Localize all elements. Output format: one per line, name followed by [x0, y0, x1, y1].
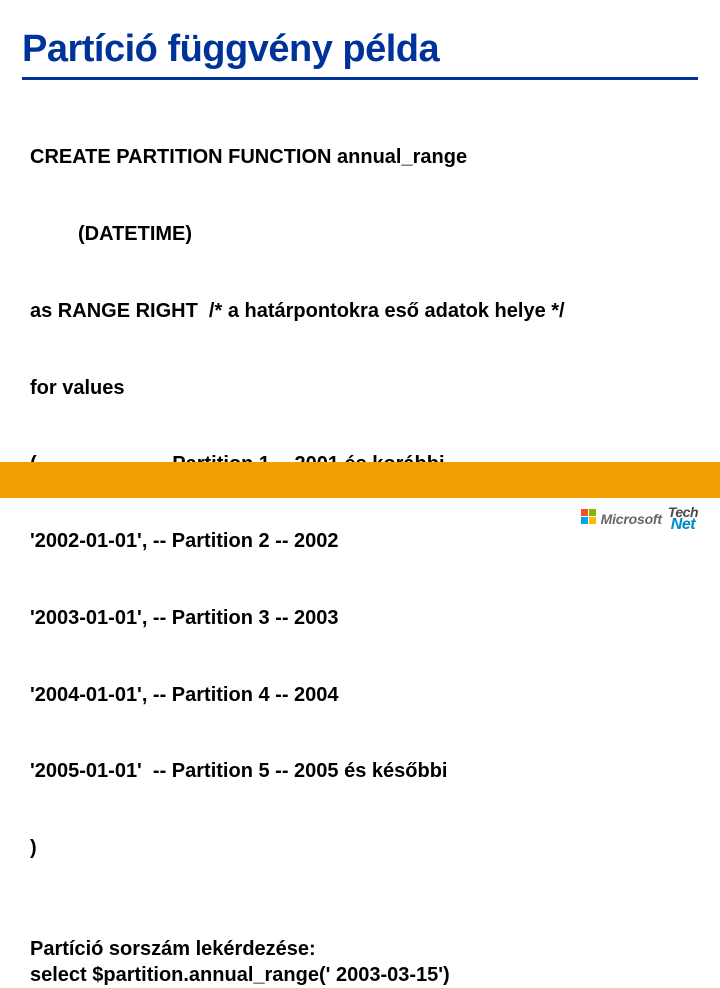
code-line: CREATE PARTITION FUNCTION annual_range [30, 145, 698, 171]
query-line: select $partition.annual_range(' 2003-03… [30, 963, 698, 988]
code-line: '2005-01-01' -- Partition 5 -- 2005 és k… [30, 759, 698, 785]
query-line: Partíció sorszám lekérdezése: [30, 937, 698, 963]
code-line: for values [30, 376, 698, 402]
footer-band [0, 462, 720, 498]
code-line: '2002-01-01', -- Partition 2 -- 2002 [30, 529, 698, 555]
technet-net: Net [671, 518, 695, 532]
code-line: '2003-01-01', -- Partition 3 -- 2003 [30, 606, 698, 632]
microsoft-flag-icon [581, 509, 597, 530]
slide-title: Partíció függvény példa [0, 0, 720, 77]
code-line: ) [30, 836, 698, 862]
code-line: '2004-01-01', -- Partition 4 -- 2004 [30, 683, 698, 709]
slide-body: CREATE PARTITION FUNCTION annual_range (… [0, 80, 720, 988]
logo: Microsoft Tech Net [581, 507, 698, 532]
microsoft-wordmark: Microsoft [601, 511, 662, 527]
technet-logo: Tech Net [668, 507, 698, 532]
query-block: Partíció sorszám lekérdezése: select $pa… [30, 937, 698, 988]
spacer [30, 913, 698, 937]
code-line: (DATETIME) [30, 222, 698, 248]
code-line: as RANGE RIGHT /* a határpontokra eső ad… [30, 299, 698, 325]
code-block: CREATE PARTITION FUNCTION annual_range (… [30, 94, 698, 913]
